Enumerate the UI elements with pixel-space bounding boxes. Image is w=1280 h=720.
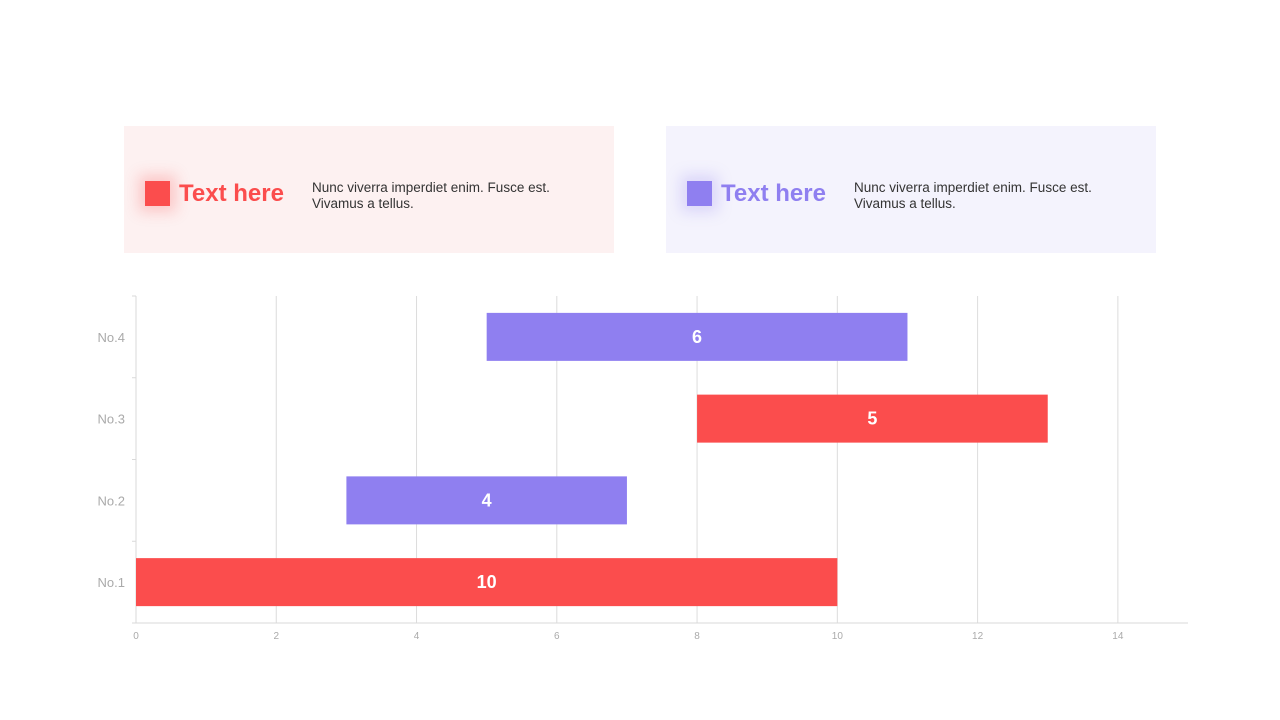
y-category-label: No.2 <box>98 493 125 508</box>
y-category-label: No.3 <box>98 412 125 427</box>
x-tick-label: 12 <box>972 631 984 642</box>
x-tick-label: 10 <box>832 631 844 642</box>
card-title: Text here <box>721 180 826 207</box>
bar <box>136 558 838 607</box>
x-tick-label: 14 <box>1112 631 1124 642</box>
card-title: Text here <box>179 180 284 207</box>
bar-value-label: 5 <box>867 409 877 429</box>
x-tick-label: 2 <box>273 631 279 642</box>
bar-value-label: 4 <box>482 490 492 510</box>
y-category-label: No.1 <box>98 575 125 590</box>
info-card-purple: Text here Nunc viverra imperdiet enim. F… <box>666 126 1156 253</box>
bar-value-label: 6 <box>692 327 702 347</box>
x-tick-label: 0 <box>133 631 139 642</box>
x-tick-label: 4 <box>414 631 420 642</box>
x-tick-label: 6 <box>554 631 560 642</box>
y-category-label: No.4 <box>98 330 125 345</box>
bar <box>697 394 1048 443</box>
bar <box>346 476 627 525</box>
info-card-red: Text here Nunc viverra imperdiet enim. F… <box>124 126 614 253</box>
bar-value-label: 10 <box>477 572 497 592</box>
red-square-icon <box>145 181 170 206</box>
x-tick-label: 8 <box>694 631 700 642</box>
purple-square-icon <box>687 181 712 206</box>
card-description: Nunc viverra imperdiet enim. Fusce est. … <box>312 180 550 211</box>
bar <box>486 312 908 361</box>
card-description: Nunc viverra imperdiet enim. Fusce est. … <box>854 180 1092 211</box>
